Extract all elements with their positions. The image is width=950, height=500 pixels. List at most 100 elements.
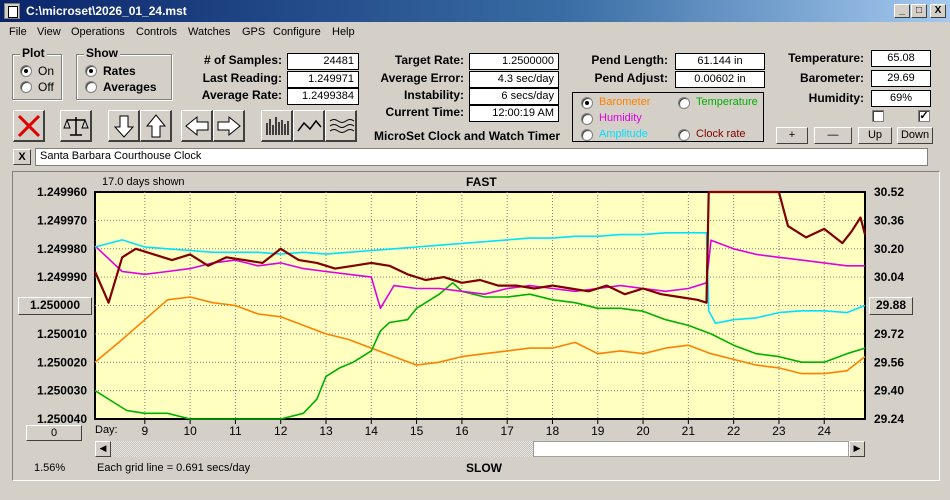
menu-bar: File View Operations Controls Watches GP… (0, 22, 950, 42)
note-input[interactable]: Santa Barbara Courthouse Clock (35, 148, 928, 166)
plot-on-radio[interactable] (20, 65, 32, 77)
show-group-title: Show (84, 46, 120, 60)
menu-configure[interactable]: Configure (273, 26, 321, 38)
arrow-right-icon (217, 115, 241, 137)
x-tick-label: 23 (772, 424, 786, 438)
current-time-label: Current Time: (385, 105, 464, 119)
instability-label: Instability: (403, 88, 464, 102)
minus-button[interactable]: — (814, 127, 852, 144)
plot-on-label[interactable]: On (38, 64, 55, 78)
left-checkbox[interactable] (872, 110, 884, 122)
show-rates-label[interactable]: Rates (103, 64, 136, 78)
bar-graph-button[interactable] (261, 110, 293, 142)
arrow-left-button[interactable] (181, 110, 213, 142)
x-tick-label: 24 (818, 424, 832, 438)
barometer-radio-label[interactable]: Barometer (599, 96, 651, 108)
scroll-right-button[interactable]: ▶ (849, 441, 865, 457)
pend-adjust-field[interactable]: 0.00602 in (675, 71, 765, 88)
x-tick-label: 20 (636, 424, 650, 438)
show-averages-label[interactable]: Averages (103, 80, 157, 94)
slow-label: SLOW (466, 461, 502, 475)
menu-file[interactable]: File (9, 26, 27, 38)
series-lines (93, 190, 867, 420)
y-right-tick-label: 29.72 (874, 327, 904, 341)
amplitude-radio-label[interactable]: Amplitude (599, 128, 648, 140)
x-tick-label: 21 (682, 424, 696, 438)
show-averages-radio[interactable] (85, 81, 97, 93)
right-checkbox[interactable]: ✓ (918, 110, 930, 122)
clock-rate-radio[interactable] (678, 129, 690, 141)
samples-field: 24481 (287, 53, 359, 70)
plot-off-radio[interactable] (20, 81, 32, 93)
scrollbar-thumb[interactable] (533, 441, 849, 457)
samples-label: # of Samples: (203, 53, 282, 67)
target-rate-field[interactable]: 1.2500000 (469, 53, 559, 70)
humidity-radio-label[interactable]: Humidity (599, 112, 642, 124)
y-right-tick-label: 29.24 (874, 412, 904, 426)
humidity-field: 69% (871, 90, 931, 107)
line-graph-button[interactable] (293, 110, 325, 142)
y-right-tick-label: 30.04 (874, 270, 904, 284)
down-button[interactable]: Down (897, 127, 933, 144)
show-group (76, 54, 172, 100)
show-rates-radio[interactable] (85, 65, 97, 77)
instability-field: 6 secs/day (469, 88, 559, 105)
menu-help[interactable]: Help (332, 26, 355, 38)
menu-watches[interactable]: Watches (188, 26, 231, 38)
series-amplitude (94, 232, 866, 324)
app-icon[interactable] (4, 3, 20, 19)
x-tick-label: 10 (183, 424, 197, 438)
x-tick-label: 16 (455, 424, 469, 438)
right-value-button[interactable]: 29.88 (869, 297, 913, 315)
clock-rate-radio-label[interactable]: Clock rate (696, 128, 746, 140)
wave-graph-icon (329, 119, 355, 133)
average-rate-field: 1.2499384 (287, 88, 359, 105)
arrow-up-button[interactable] (140, 110, 172, 142)
humidity-radio[interactable] (581, 113, 593, 125)
left-value-button[interactable]: 1.250000 (18, 297, 92, 315)
x-tick-labels: 9 10 11 12 13 14 15 16 17 18 19 20 21 22 23 24 (141, 424, 831, 438)
menu-gps[interactable]: GPS (242, 26, 266, 38)
last-reading-field: 1.249971 (287, 71, 359, 88)
up-button[interactable]: Up (858, 127, 892, 144)
y-right-tick-label: 30.36 (874, 213, 904, 227)
title-bar[interactable]: C:\microset\2026_01_24.mst _ □ X (0, 0, 950, 22)
x-tick-label: 12 (274, 424, 288, 438)
y-left-tick-label: 1.249980 (37, 242, 87, 256)
arrow-right-button[interactable] (213, 110, 245, 142)
grid-note: Each grid line = 0.691 secs/day (97, 462, 251, 474)
menu-operations[interactable]: Operations (71, 26, 125, 38)
pend-adjust-label: Pend Adjust: (594, 71, 668, 85)
days-shown: 17.0 days shown (102, 176, 185, 188)
clear-x-icon (17, 114, 41, 138)
zero-button[interactable]: 0 (26, 425, 82, 441)
temperature-radio[interactable] (678, 97, 690, 109)
maximize-button[interactable]: □ (911, 4, 927, 18)
menu-view[interactable]: View (37, 26, 61, 38)
minimize-button[interactable]: _ (894, 4, 910, 18)
x-axis-label: Day: (95, 424, 118, 436)
arrow-down-icon (113, 115, 135, 138)
menu-controls[interactable]: Controls (136, 26, 177, 38)
arrow-down-button[interactable] (108, 110, 140, 142)
amplitude-radio[interactable] (581, 129, 593, 141)
scroll-left-button[interactable]: ◀ (95, 441, 111, 457)
y-right-tick-label: 30.20 (874, 242, 904, 256)
y-left-tick-label: 1.249960 (37, 185, 87, 199)
series-barometer (94, 296, 866, 375)
close-button[interactable]: X (930, 4, 946, 18)
balance-button[interactable] (60, 110, 92, 142)
plus-button[interactable]: + (776, 127, 808, 144)
temperature-label: Temperature: (788, 51, 864, 65)
wave-graph-button[interactable] (325, 110, 357, 142)
bar-graph-icon (266, 117, 289, 135)
scrollbar-track[interactable] (111, 441, 533, 457)
plot-off-label[interactable]: Off (38, 80, 54, 94)
barometer-radio[interactable] (581, 97, 593, 109)
clear-button[interactable] (13, 110, 45, 142)
note-clear-button[interactable]: X (13, 149, 31, 165)
humidity-label: Humidity: (808, 91, 864, 105)
chart-frame (12, 171, 940, 481)
temperature-radio-label[interactable]: Temperature (696, 96, 758, 108)
